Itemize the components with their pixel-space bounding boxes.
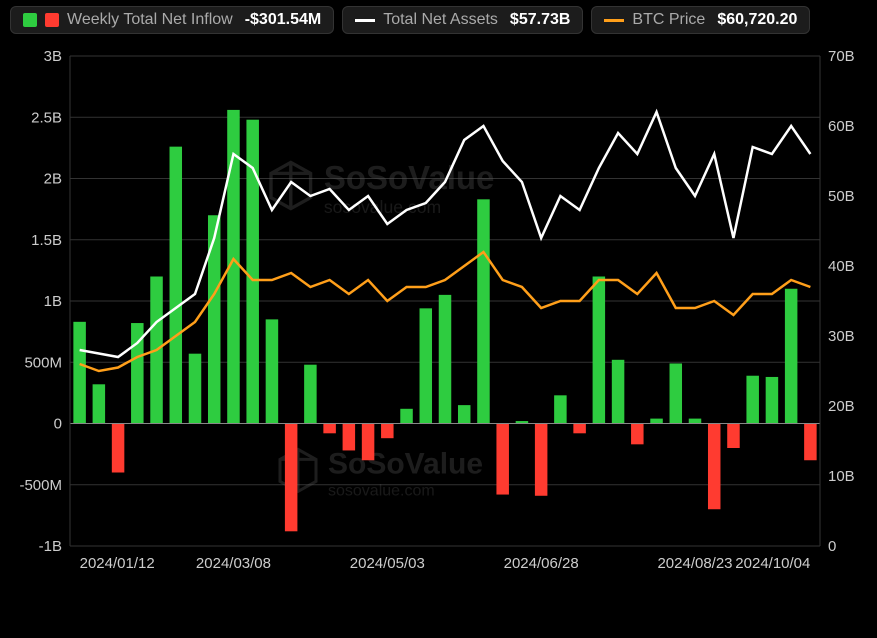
svg-text:1B: 1B xyxy=(44,293,62,310)
bar xyxy=(304,365,317,424)
bar xyxy=(804,424,817,461)
bar xyxy=(189,354,202,424)
svg-text:2024/10/04: 2024/10/04 xyxy=(735,555,810,572)
bar xyxy=(593,277,606,424)
bar xyxy=(785,289,798,424)
bar xyxy=(266,319,279,423)
svg-text:-500M: -500M xyxy=(19,477,62,494)
legend-assets[interactable]: Total Net Assets $57.73B xyxy=(342,6,583,34)
svg-text:70B: 70B xyxy=(828,48,855,65)
bar xyxy=(554,395,567,423)
legend-btc-label: BTC Price xyxy=(632,11,705,29)
svg-text:0: 0 xyxy=(54,416,62,433)
bar xyxy=(670,363,683,423)
svg-text:2.5B: 2.5B xyxy=(31,109,62,126)
bar xyxy=(420,308,433,423)
bar xyxy=(458,405,471,423)
svg-text:SoSoValue: SoSoValue xyxy=(328,447,483,480)
chart-svg: -1B -500M 0 500M 1B 1.5B 2B 2.5B 3B 0 10B 20B 30B 40B… xyxy=(0,36,877,596)
legend-btc-value: $60,720.20 xyxy=(717,11,797,29)
bar xyxy=(285,424,298,532)
legend-row: Weekly Total Net Inflow -$301.54M Total … xyxy=(0,0,877,36)
svg-text:2024/06/28: 2024/06/28 xyxy=(504,555,579,572)
svg-text:SoSoValue: SoSoValue xyxy=(324,159,495,196)
bar xyxy=(496,424,509,495)
svg-text:sosovalue.com: sosovalue.com xyxy=(324,197,441,217)
svg-text:50B: 50B xyxy=(828,188,855,205)
bar xyxy=(439,295,452,424)
bar xyxy=(708,424,721,510)
swatch-assets xyxy=(355,19,375,22)
bar xyxy=(400,409,413,424)
svg-text:40B: 40B xyxy=(828,258,855,275)
bar xyxy=(343,424,356,451)
bar xyxy=(689,419,702,424)
bar xyxy=(766,377,779,424)
svg-text:1.5B: 1.5B xyxy=(31,232,62,249)
swatch-inflow-neg xyxy=(45,13,59,27)
svg-text:2B: 2B xyxy=(44,171,62,188)
bar xyxy=(362,424,375,461)
bar xyxy=(746,376,759,424)
chart-area: -1B -500M 0 500M 1B 1.5B 2B 2.5B 3B 0 10B 20B 30B 40B… xyxy=(0,36,877,596)
svg-text:30B: 30B xyxy=(828,328,855,345)
bar xyxy=(631,424,644,445)
svg-text:0: 0 xyxy=(828,538,836,555)
swatch-inflow-pos xyxy=(23,13,37,27)
svg-text:20B: 20B xyxy=(828,398,855,415)
svg-text:2024/01/12: 2024/01/12 xyxy=(80,555,155,572)
svg-text:3B: 3B xyxy=(44,48,62,65)
bar xyxy=(477,199,490,423)
svg-text:-1B: -1B xyxy=(39,538,62,555)
svg-text:500M: 500M xyxy=(24,354,62,371)
bar xyxy=(650,419,663,424)
legend-assets-label: Total Net Assets xyxy=(383,11,498,29)
bar xyxy=(73,322,86,424)
legend-inflow[interactable]: Weekly Total Net Inflow -$301.54M xyxy=(10,6,334,34)
legend-btc[interactable]: BTC Price $60,720.20 xyxy=(591,6,810,34)
bar xyxy=(323,424,336,434)
svg-text:2024/05/03: 2024/05/03 xyxy=(350,555,425,572)
bar xyxy=(727,424,740,449)
bar xyxy=(93,384,106,423)
bar xyxy=(612,360,625,424)
bar xyxy=(170,147,183,424)
bar xyxy=(381,424,394,439)
svg-text:2024/03/08: 2024/03/08 xyxy=(196,555,271,572)
svg-text:sosovalue.com: sosovalue.com xyxy=(328,482,435,499)
legend-inflow-label: Weekly Total Net Inflow xyxy=(67,11,233,29)
bar xyxy=(573,424,586,434)
svg-text:2024/08/23: 2024/08/23 xyxy=(657,555,732,572)
bar xyxy=(112,424,125,473)
legend-inflow-value: -$301.54M xyxy=(245,11,322,29)
bar xyxy=(535,424,548,496)
svg-text:10B: 10B xyxy=(828,468,855,485)
swatch-btc xyxy=(604,19,624,22)
legend-assets-value: $57.73B xyxy=(510,11,571,29)
svg-text:60B: 60B xyxy=(828,118,855,135)
bar xyxy=(208,215,221,423)
